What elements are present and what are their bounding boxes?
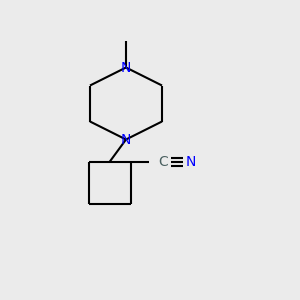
Text: C: C xyxy=(159,155,168,169)
Text: N: N xyxy=(121,133,131,146)
Text: N: N xyxy=(185,155,196,169)
Text: N: N xyxy=(121,61,131,74)
